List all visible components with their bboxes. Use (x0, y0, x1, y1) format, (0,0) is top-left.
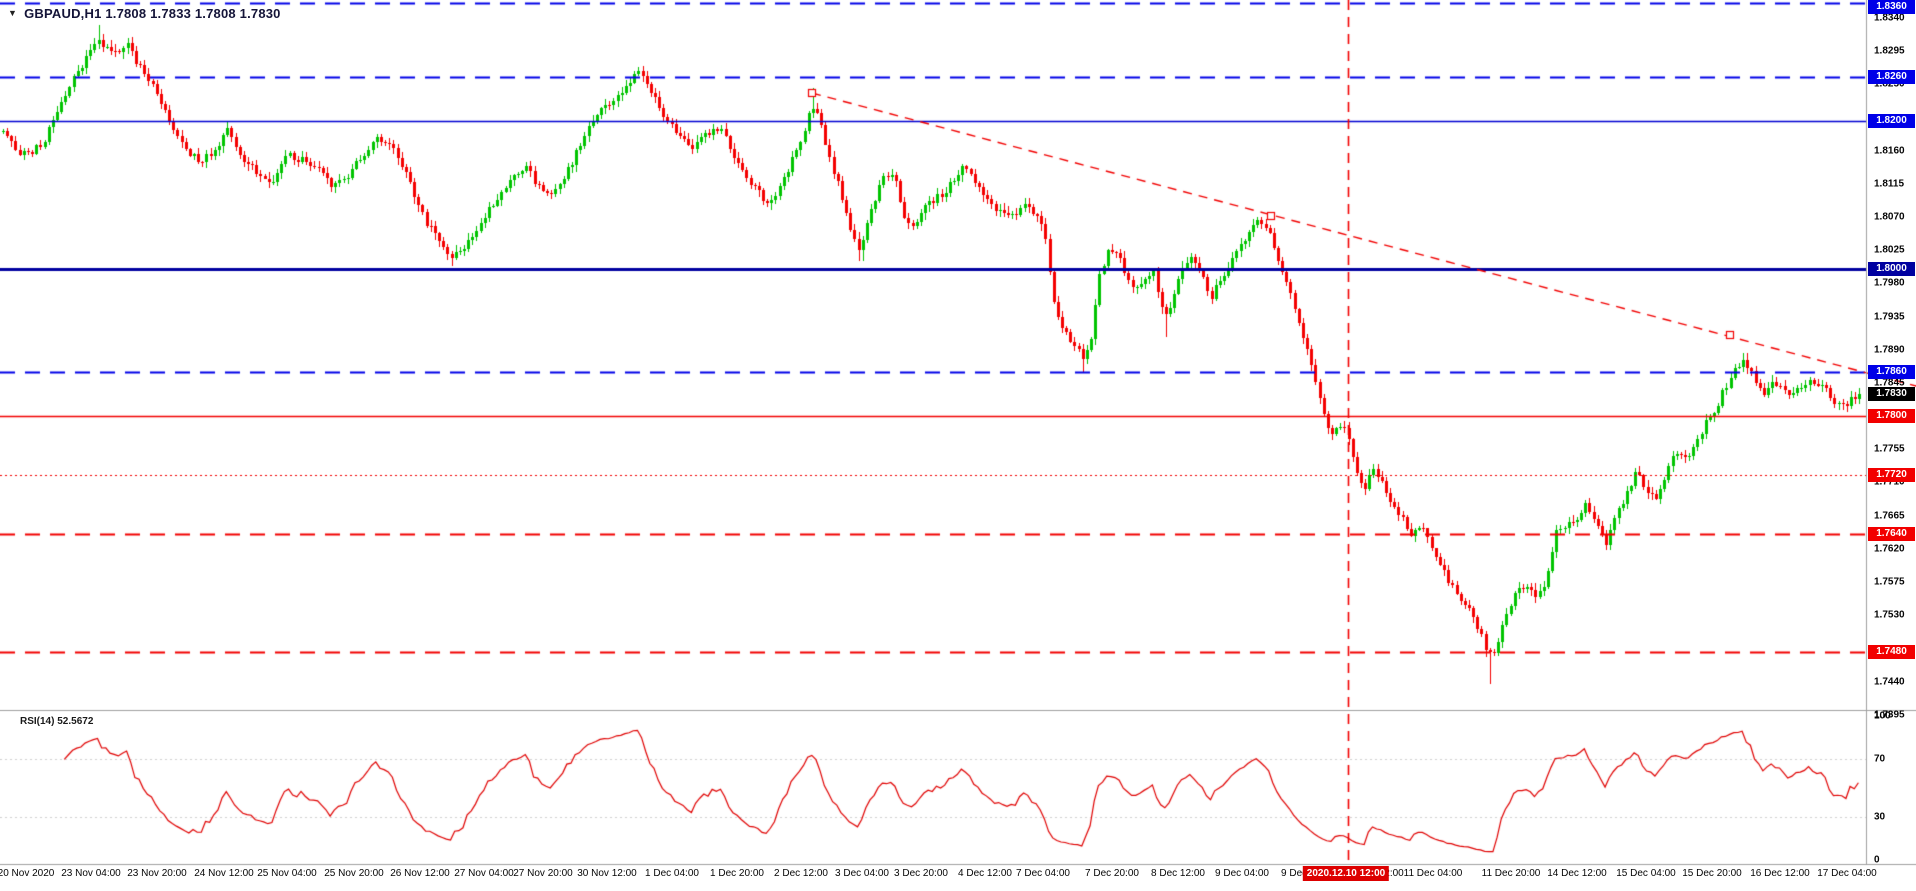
rsi-indicator-label: RSI(14) 52.5672 (20, 716, 94, 727)
symbol-ohlc-text: GBPAUD,H1 1.7808 1.7833 1.7808 1.7830 (24, 6, 281, 21)
dropdown-arrow-icon[interactable]: ▼ (8, 8, 18, 18)
symbol-header: ▼ GBPAUD,H1 1.7808 1.7833 1.7808 1.7830 (8, 6, 281, 21)
